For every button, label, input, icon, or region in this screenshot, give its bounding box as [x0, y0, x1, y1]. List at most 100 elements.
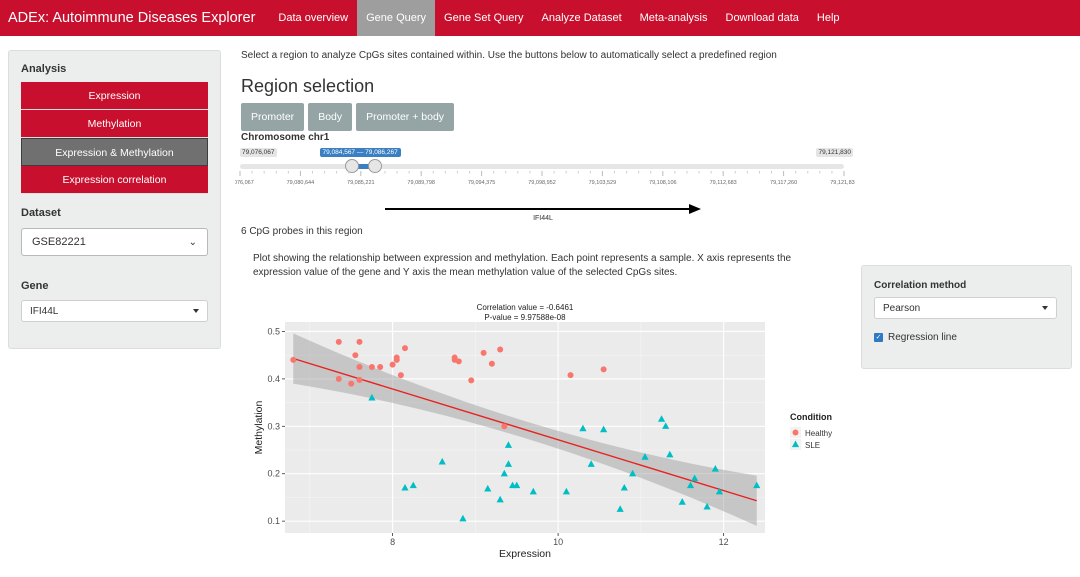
expression-button[interactable]: Expression [21, 82, 208, 110]
tab-download-data[interactable]: Download data [725, 12, 799, 24]
chart-subtitle: P-value = 9.97588e-08 [484, 313, 566, 322]
y-tick-label: 0.1 [267, 516, 280, 526]
scatter-point-sle [459, 514, 467, 522]
slider-tick-label: 79,076,067 [235, 180, 254, 186]
scatter-point-sle [691, 474, 699, 482]
tab-analyze-dataset[interactable]: Analyze Dataset [541, 12, 622, 24]
slider-tick-label: 79,117,260 [770, 180, 797, 186]
arrow-head-icon [689, 204, 701, 214]
tab-gene-query[interactable]: Gene Query [357, 0, 436, 36]
scatter-point-sle [616, 505, 624, 512]
x-tick-label: 10 [553, 537, 563, 547]
scatter-point-healthy [600, 366, 607, 373]
slider-max-label: 79,121,830 [816, 148, 853, 157]
scatter-point-sle [715, 487, 724, 495]
analysis-label: Analysis [21, 63, 67, 75]
chart-title: Correlation value = -0.6461 [477, 303, 574, 312]
scatter-point-sle [678, 498, 686, 505]
correlation-options-panel: Correlation method Pearson ✓ Regression … [861, 265, 1072, 369]
body-button[interactable]: Body [308, 103, 353, 131]
scatter-point-sle [409, 481, 417, 489]
scatter-point-sle [438, 457, 446, 465]
region-button-row: Promoter Body Promoter + body [241, 103, 455, 131]
x-axis-label: Expression [499, 548, 551, 560]
scatter-point-sle [562, 487, 570, 495]
y-axis-label: Methylation [253, 400, 265, 454]
y-tick-label: 0.3 [267, 421, 280, 431]
slider-ticks: 79,076,067 79,080,644 79,085,221 79,089,798… [235, 171, 855, 186]
slider-handle-end[interactable] [367, 159, 382, 173]
correlation-scatter-plot: 0.1 0.2 0.3 0.4 0.5 8 10 12 Correlation value = … [253, 303, 832, 560]
plot-description: Plot showing the relationship between ex… [253, 253, 792, 278]
legend-marker-healthy [792, 429, 799, 436]
slider-track[interactable] [240, 164, 844, 169]
slider-selected-bar [352, 164, 375, 169]
scatter-point-healthy [356, 376, 363, 383]
scatter-point-healthy [501, 423, 508, 430]
plot-panel [285, 322, 765, 533]
gene-arrow: IFI44L [385, 204, 701, 222]
tab-meta-analysis[interactable]: Meta-analysis [639, 12, 708, 24]
slider-tick-label: 79,108,106 [649, 180, 677, 186]
slider-tick-label: 79,112,683 [710, 180, 737, 186]
tab-data-overview[interactable]: Data overview [278, 12, 349, 24]
slider-tick-label: 79,103,529 [589, 180, 617, 186]
scatter-point-healthy [352, 352, 359, 359]
regression-line-option[interactable]: ✓ Regression line [874, 332, 1059, 343]
correlation-method-value: Pearson [883, 302, 921, 314]
slider-handle-start[interactable] [345, 159, 360, 173]
scatter-point-sle [657, 415, 666, 422]
scatter-point-sle [504, 460, 513, 467]
expression-methylation-button[interactable]: Expression & Methylation [21, 138, 208, 166]
y-tick-label: 0.2 [267, 469, 280, 479]
dataset-select[interactable]: GSE82221 ⌄ [21, 228, 208, 256]
scatter-point-healthy [356, 364, 363, 371]
dataset-value: GSE82221 [32, 236, 86, 248]
scatter-point-sle [686, 481, 695, 489]
scatter-point-sle [662, 422, 670, 429]
scatter-point-healthy [393, 356, 400, 363]
caret-down-icon [1042, 306, 1048, 310]
legend-title: Condition [790, 412, 832, 422]
slider-tick-label: 79,121,830 [830, 180, 855, 186]
scatter-point-healthy [368, 364, 375, 371]
slider-range-label: 79,084,567 — 79,086,267 [319, 148, 401, 157]
slider-tick-label: 79,094,375 [468, 180, 496, 186]
legend-marker-sle [791, 440, 800, 448]
tab-help[interactable]: Help [816, 12, 840, 24]
scatter-point-sle [579, 424, 587, 432]
region-intro-text: Select a region to analyze CpGs sites co… [241, 50, 777, 61]
scatter-point-sle [484, 484, 492, 492]
legend-label-healthy: Healthy [805, 429, 832, 438]
scatter-point-healthy [497, 346, 504, 353]
methylation-button[interactable]: Methylation [21, 110, 208, 138]
region-range-slider[interactable]: 79,076,067 79,121,830 79,084,567 — 79,08… [235, 146, 855, 191]
scatter-point-sle [620, 483, 628, 491]
navbar: ADEx: Autoimmune Diseases Explorer Data … [0, 0, 1080, 36]
correlation-method-select[interactable]: Pearson [874, 297, 1057, 319]
promoter-body-button[interactable]: Promoter + body [356, 103, 455, 131]
expression-correlation-button[interactable]: Expression correlation [21, 166, 208, 194]
scatter-point-sle [600, 425, 608, 433]
gene-select[interactable]: IFI44L [21, 300, 208, 322]
scatter-point-healthy [480, 349, 487, 356]
scatter-point-healthy [348, 380, 355, 387]
checkbox-checked-icon[interactable]: ✓ [874, 333, 883, 342]
scatter-point-sle [529, 487, 537, 495]
scatter-point-sle [641, 453, 649, 460]
scatter-point-healthy [377, 364, 384, 371]
regression-line [293, 357, 757, 502]
scatter-point-healthy [468, 377, 475, 384]
gene-label: Gene [21, 280, 49, 292]
scatter-point-sle [504, 441, 513, 448]
caret-down-icon [193, 309, 199, 313]
scatter-point-healthy [402, 345, 408, 352]
regression-line-label: Regression line [888, 332, 957, 343]
app-brand[interactable]: ADEx: Autoimmune Diseases Explorer [8, 10, 256, 26]
scatter-point-healthy [389, 361, 396, 368]
correlation-method-label: Correlation method [874, 280, 967, 291]
dataset-label: Dataset [21, 207, 61, 219]
promoter-button[interactable]: Promoter [241, 103, 305, 131]
probes-count-text: 6 CpG probes in this region [241, 226, 363, 237]
tab-gene-set-query[interactable]: Gene Set Query [444, 12, 524, 24]
